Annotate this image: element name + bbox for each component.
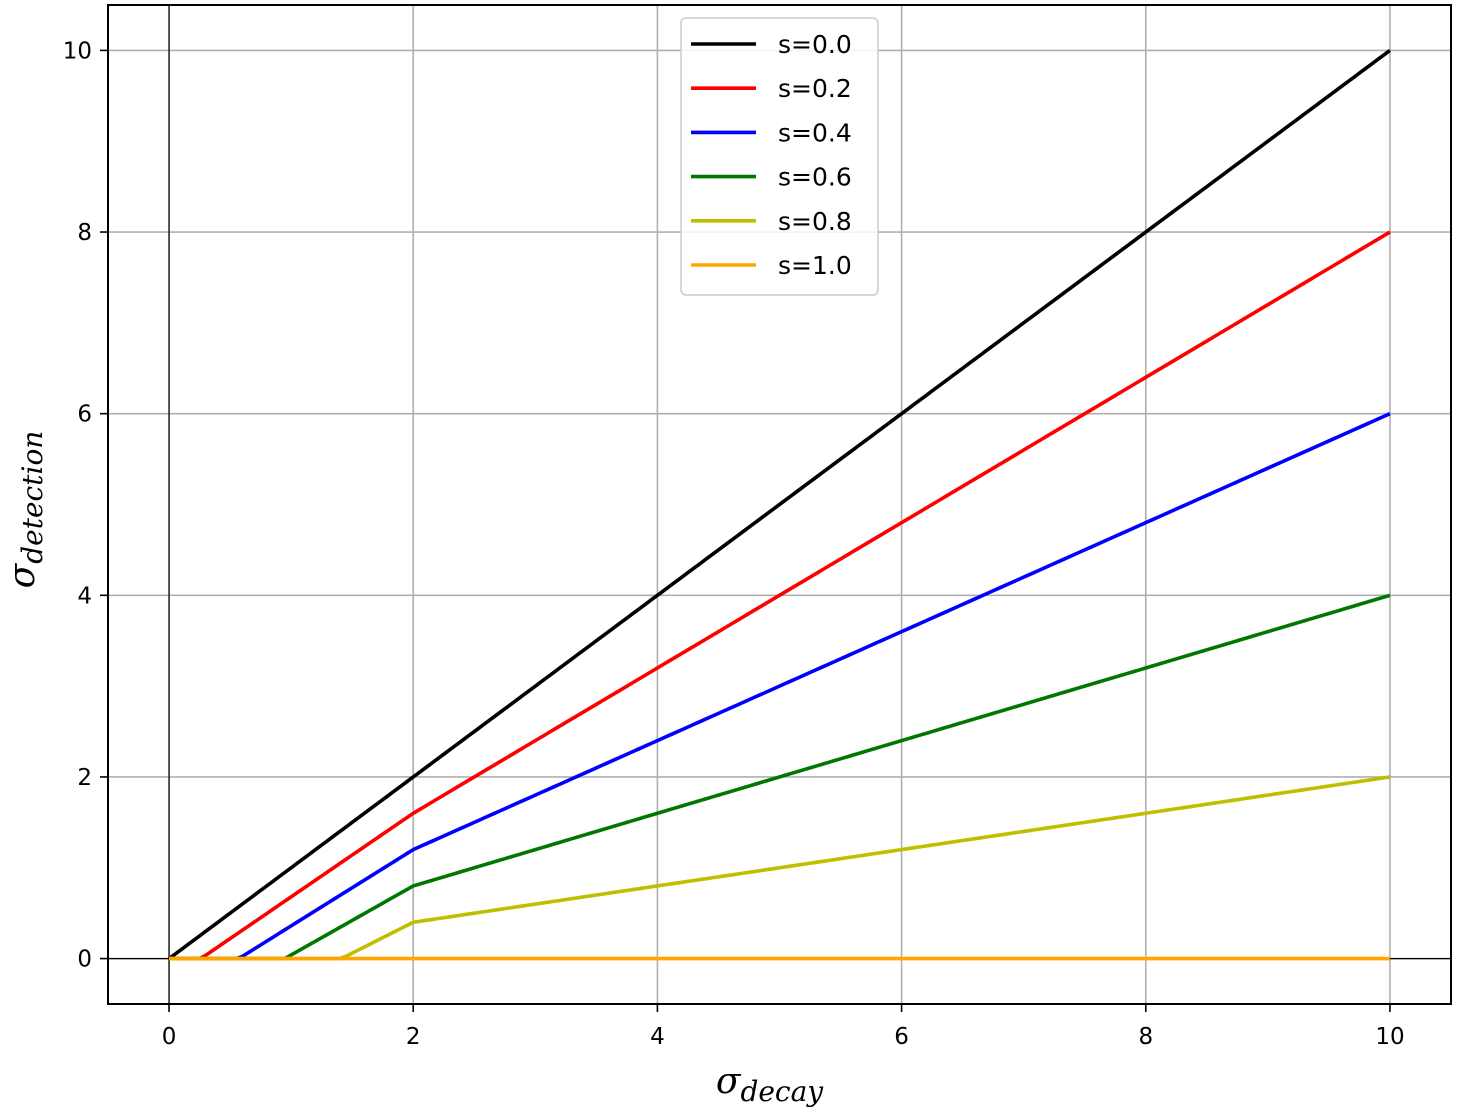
x-tick-label: 10 <box>1375 1024 1404 1050</box>
series-lines <box>167 48 1392 961</box>
x-axis-label-symbol: σ <box>716 1061 742 1102</box>
series-line-s-0-6 <box>169 593 1391 961</box>
plot-frame <box>107 4 1452 1005</box>
legend: s=0.0 s=0.2 s=0.4 s=0.6 s=0.8 s=1.0 <box>680 17 879 296</box>
series-line-s-0-0 <box>167 48 1392 961</box>
x-tick-label: 2 <box>406 1024 421 1050</box>
y-axis-ticks: 0 2 4 6 8 10 <box>63 38 108 973</box>
x-tick-label: 8 <box>1138 1024 1153 1050</box>
x-axis-label: σdecay <box>716 1061 824 1108</box>
y-axis-label-subscript: detection <box>16 431 49 564</box>
legend-label: s=0.6 <box>778 163 852 192</box>
x-tick-label: 6 <box>894 1024 909 1050</box>
series-line-s-0-2 <box>169 230 1391 961</box>
y-tick-label: 4 <box>77 583 92 609</box>
legend-label: s=0.4 <box>778 118 852 147</box>
legend-label: s=1.0 <box>778 251 852 280</box>
y-axis-label: σdetection <box>2 431 49 589</box>
series-line-s-0-4 <box>169 412 1391 961</box>
y-axis-label-symbol: σ <box>2 562 43 588</box>
x-tick-label: 4 <box>650 1024 665 1050</box>
legend-label: s=0.0 <box>778 30 852 59</box>
y-tick-label: 10 <box>63 38 92 64</box>
y-tick-label: 8 <box>77 220 92 246</box>
legend-label: s=0.2 <box>778 74 852 103</box>
y-tick-label: 2 <box>77 765 92 791</box>
x-axis-ticks: 0 2 4 6 8 10 <box>162 1004 1405 1050</box>
y-tick-label: 0 <box>77 947 92 973</box>
series-line-s-0-8 <box>169 775 1391 961</box>
x-axis-label-subscript: decay <box>740 1075 824 1108</box>
legend-label: s=0.8 <box>778 207 852 236</box>
x-tick-label: 0 <box>162 1024 177 1050</box>
y-tick-label: 6 <box>77 402 92 428</box>
